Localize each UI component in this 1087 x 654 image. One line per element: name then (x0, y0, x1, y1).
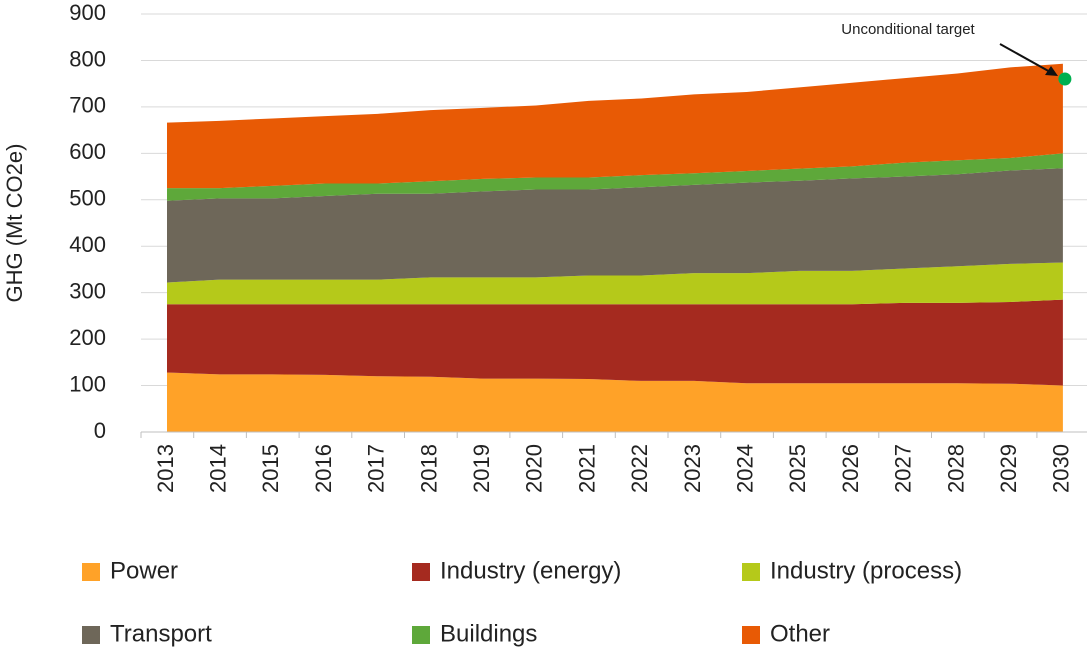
x-tick-label: 2016 (311, 444, 336, 493)
x-tick-label: 2019 (469, 444, 494, 493)
annotation-arrowhead (1045, 66, 1058, 76)
legend-swatch (742, 563, 760, 581)
y-tick-label: 900 (69, 0, 106, 25)
area (167, 299, 1063, 386)
legend-label: Industry (energy) (440, 557, 621, 584)
y-tick-label: 400 (69, 232, 106, 257)
area (167, 168, 1063, 283)
x-tick-label: 2022 (627, 444, 652, 493)
y-tick-label: 200 (69, 325, 106, 350)
legend-swatch (412, 563, 430, 581)
legend-label: Buildings (440, 620, 537, 647)
legend-swatch (412, 626, 430, 644)
y-tick-label: 700 (69, 93, 106, 118)
legend-swatch (82, 563, 100, 581)
area (167, 63, 1063, 189)
x-tick-label: 2013 (153, 444, 178, 493)
target-point (1058, 72, 1072, 86)
x-tick-label: 2020 (522, 444, 547, 493)
y-tick-label: 600 (69, 139, 106, 164)
y-tick-label: 0 (94, 418, 106, 443)
y-tick-label: 100 (69, 371, 106, 396)
x-tick-label: 2027 (891, 444, 916, 493)
area (167, 153, 1063, 201)
y-tick-label: 300 (69, 278, 106, 303)
x-tick-label: 2030 (1049, 444, 1074, 493)
area (167, 372, 1063, 432)
x-tick-label: 2023 (680, 444, 705, 493)
legend-swatch (82, 626, 100, 644)
x-tick-label: 2021 (574, 444, 599, 493)
x-tick-label: 2018 (416, 444, 441, 493)
legend-label: Transport (110, 620, 212, 647)
x-tick-label: 2026 (838, 444, 863, 493)
legend-label: Industry (process) (770, 557, 962, 584)
x-tick-label: 2017 (364, 444, 389, 493)
y-tick-label: 800 (69, 46, 106, 71)
x-tick-label: 2029 (996, 444, 1021, 493)
x-tick-label: 2024 (733, 444, 758, 493)
y-tick-label: 500 (69, 186, 106, 211)
legend-swatch (742, 626, 760, 644)
legend-label: Power (110, 557, 178, 584)
area (167, 262, 1063, 305)
x-tick-label: 2025 (785, 444, 810, 493)
annotation-text: Unconditional target (841, 21, 975, 38)
x-tick-label: 2015 (258, 444, 283, 493)
annotation-arrow (999, 43, 1053, 74)
x-tick-label: 2014 (206, 444, 231, 493)
y-axis-label: GHG (Mt CO2e) (2, 144, 27, 303)
legend-label: Other (770, 620, 830, 647)
x-tick-label: 2028 (943, 444, 968, 493)
